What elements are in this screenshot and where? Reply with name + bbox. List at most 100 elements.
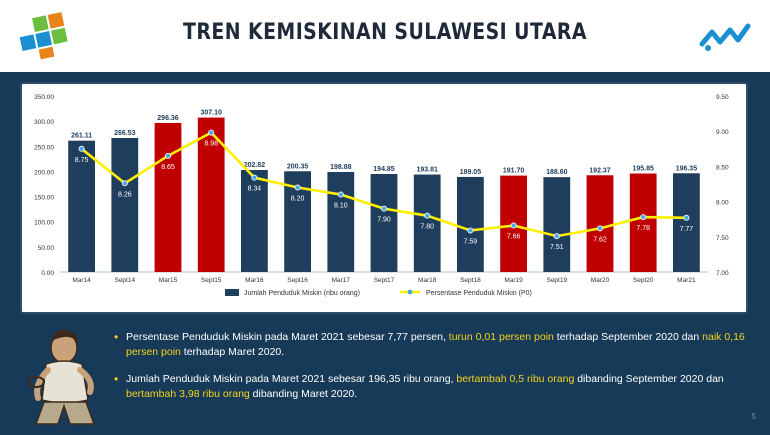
bar-mar16 [241, 170, 268, 272]
percentage-value-label: 7.51 [550, 244, 564, 251]
wave-logo-icon [699, 23, 751, 51]
highlight-text: naik 0,16 persen poin [126, 331, 745, 358]
bar-value-label: 198.88 [330, 164, 352, 171]
bar-value-label: 200.35 [287, 163, 309, 170]
percentage-point [121, 180, 128, 187]
bar-mar14 [68, 140, 95, 272]
y-left-tick-label: 200.00 [34, 169, 54, 176]
legend-line-label: Persentase Penduduk Miskin (P0) [426, 290, 532, 297]
x-tick-label: Sept16 [287, 277, 308, 284]
bar-sept17 [370, 174, 398, 272]
percentage-point [553, 233, 560, 240]
bullet-population: Jumlah Penduduk Miskin pada Maret 2021 s… [112, 372, 752, 402]
bar-value-label: 261.11 [71, 133, 92, 140]
bullet-text: dibanding September 2020 dan [574, 373, 724, 385]
x-tick-label: Sept19 [546, 277, 567, 284]
x-tick-label: Mar17 [332, 277, 351, 284]
percentage-value-label: 8.75 [75, 157, 89, 164]
percentage-point [640, 214, 647, 221]
bar-mar21 [673, 173, 700, 272]
bar-value-label: 189.05 [460, 169, 482, 176]
bar-value-label: 194.85 [373, 166, 395, 173]
percentage-value-label: 8.98 [204, 141, 218, 148]
bar-mar18 [413, 174, 441, 272]
percentage-point [424, 212, 431, 219]
bar-sept19 [543, 177, 571, 272]
percentage-point [510, 222, 517, 229]
poverty-trend-chart: 0.00 50.00 100.00 150.00 200.00 250.00 300.00 3… [34, 94, 729, 297]
percentage-point [467, 227, 474, 234]
y-right-tick-label: 7.50 [716, 235, 729, 242]
x-tick-label: Mar16 [245, 277, 264, 284]
x-tick-label: Mar14 [72, 277, 91, 284]
y-right-tick-label: 9.00 [716, 129, 729, 136]
bullet-text: Persentase Penduduk Miskin pada Maret 20… [126, 331, 449, 343]
bar-value-label: 196.35 [676, 165, 698, 172]
summary-bullets: Persentase Penduduk Miskin pada Maret 20… [112, 330, 752, 414]
bar-value-label: 188.60 [546, 169, 568, 176]
page-title: TREN KEMISKINAN SULAWESI UTARA [183, 20, 587, 45]
bar-value-label: 192.37 [589, 167, 611, 174]
y-right-tick-label: 8.00 [716, 200, 729, 207]
bar-value-label: 202.82 [244, 162, 266, 169]
percentage-point [78, 145, 85, 152]
percentage-point [164, 152, 171, 159]
y-left-tick-label: 150.00 [34, 195, 54, 202]
y-left-tick-label: 350.00 [34, 94, 54, 101]
percentage-point [208, 129, 215, 136]
bar-mar15 [154, 122, 182, 272]
percentage-value-label: 7.66 [507, 234, 521, 241]
legend-line-marker [407, 289, 413, 295]
percentage-point [380, 205, 387, 212]
bullet-text: terhadap Maret 2020. [180, 346, 285, 358]
bps-logo-icon [19, 12, 68, 60]
bar-mar17 [327, 171, 355, 272]
percentage-value-label: 7.78 [636, 225, 650, 232]
percentage-value-label: 8.65 [161, 164, 175, 171]
x-tick-label: Sept15 [201, 277, 222, 284]
x-tick-label: Mar20 [591, 277, 610, 284]
percentage-value-label: 7.77 [680, 226, 694, 233]
bar-sept18 [457, 176, 484, 272]
x-tick-label: Sept18 [460, 277, 481, 284]
x-tick-label: Sept20 [633, 277, 654, 284]
y-left-tick-label: 300.00 [34, 119, 54, 126]
bar-value-label: 307.10 [200, 110, 222, 117]
bullet-text: terhadap September 2020 dan [553, 331, 703, 343]
highlight-text: turun 0,01 persen poin [448, 331, 554, 343]
percentage-value-label: 8.10 [334, 203, 348, 210]
bar-sept20 [629, 173, 657, 272]
header: TREN KEMISKINAN SULAWESI UTARA [0, 0, 770, 72]
percentage-value-label: 7.62 [593, 236, 607, 243]
percentage-value-label: 8.20 [291, 196, 305, 203]
bullet-text: Jumlah Penduduk Miskin pada Maret 2021 s… [126, 373, 457, 385]
bar-value-label: 266.53 [114, 130, 136, 137]
bar-value-label: 296.36 [157, 115, 179, 122]
bar-value-label: 195.85 [632, 166, 654, 173]
x-tick-label: Sept17 [374, 277, 395, 284]
y-left-tick-label: 100.00 [34, 220, 54, 227]
x-tick-label: Mar19 [504, 277, 523, 284]
percentage-point [337, 191, 344, 198]
bullet-text: dibanding Maret 2020. [249, 388, 358, 400]
legend-bar-label: Jumlah Penduduk Miskin (ribu orang) [244, 290, 360, 297]
x-tick-label: Mar21 [677, 277, 696, 284]
poor-man-illustration-icon [27, 329, 96, 425]
x-tick-label: Sept14 [114, 277, 135, 284]
percentage-point [294, 184, 301, 191]
y-right-tick-label: 8.50 [716, 164, 729, 171]
percentage-value-label: 7.59 [464, 238, 478, 245]
y-left-tick-label: 0.00 [41, 270, 54, 277]
bar-sept14 [111, 137, 139, 272]
highlight-text: bertambah 3,98 ribu orang [126, 388, 250, 400]
page-number: 5 [751, 412, 756, 421]
bar-mar20 [586, 175, 614, 272]
highlight-text: bertambah 0,5 ribu orang [456, 373, 575, 385]
percentage-point [597, 225, 604, 232]
x-tick-label: Mar18 [418, 277, 437, 284]
y-right-tick-label: 9.50 [716, 94, 729, 101]
x-tick-label: Mar15 [159, 277, 178, 284]
legend-bar-swatch [225, 289, 239, 296]
y-right-tick-label: 7.00 [716, 270, 729, 277]
y-left-tick-label: 250.00 [34, 144, 54, 151]
